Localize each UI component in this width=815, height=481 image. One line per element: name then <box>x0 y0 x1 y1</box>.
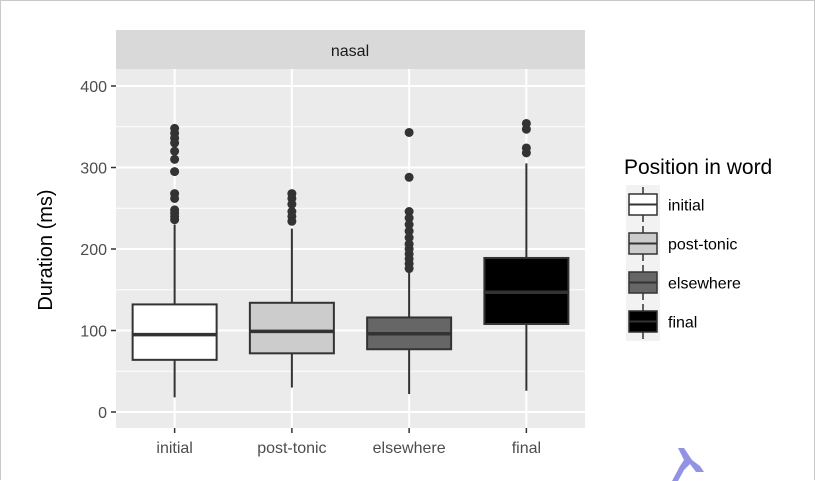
outlier-point <box>404 264 414 274</box>
outlier-point <box>404 127 414 137</box>
x-tick-label: elsewhere <box>373 440 446 457</box>
box-initial <box>131 123 218 398</box>
outlier-point <box>521 124 531 134</box>
outlier-point <box>170 193 180 203</box>
legend: Position in word initial post-tonic elsewh… <box>624 156 772 341</box>
box-series <box>131 118 570 398</box>
legend-item-initial: initial <box>626 185 704 224</box>
y-tick-label: 300 <box>80 161 107 178</box>
facet-strip <box>116 30 585 69</box>
box-post-tonic <box>248 189 335 388</box>
y-axis-title: Duration (ms) <box>35 189 57 310</box>
legend-item-label: post-tonic <box>668 237 737 254</box>
legend-item-post-tonic: post-tonic <box>626 224 737 263</box>
outlier-point <box>170 215 180 225</box>
x-tick-label: final <box>512 440 541 457</box>
outlier-point <box>170 138 180 148</box>
legend-title: Position in word <box>624 156 772 179</box>
outlier-point <box>170 167 180 177</box>
outlier-point <box>521 148 531 158</box>
legend-item-elsewhere: elsewhere <box>626 263 741 302</box>
y-tick-label: 400 <box>80 79 107 96</box>
legend-item-label: final <box>668 315 697 332</box>
outlier-point <box>287 216 297 226</box>
outlier-point <box>404 220 414 230</box>
y-tick-label: 0 <box>98 405 107 422</box>
box-iqr <box>131 303 218 361</box>
x-tick-label: initial <box>156 440 192 457</box>
box-final <box>483 118 570 391</box>
y-axis: 0 100 200 300 400 <box>80 79 116 422</box>
x-tick-label: post-tonic <box>257 440 326 457</box>
outlier-point <box>170 154 180 164</box>
outlier-point <box>404 226 414 236</box>
legend-item-label: elsewhere <box>668 276 741 293</box>
y-tick-label: 200 <box>80 242 107 259</box>
outlier-point <box>404 207 414 217</box>
outlier-point <box>404 213 414 223</box>
outlier-point <box>170 146 180 156</box>
outlier-point <box>287 199 297 209</box>
facet-strip-label: nasal <box>331 43 369 60</box>
watermark-logo <box>672 448 704 481</box>
legend-item-label: initial <box>668 198 704 215</box>
box-elsewhere <box>366 127 453 395</box>
legend-item-final: final <box>626 302 697 341</box>
x-axis: initial post-tonic elsewhere final <box>156 428 541 457</box>
y-tick-label: 100 <box>80 324 107 341</box>
outlier-point <box>404 233 414 243</box>
outlier-point <box>404 172 414 182</box>
legend-items: initial post-tonic elsewhere final <box>626 185 741 341</box>
box-iqr <box>248 301 335 355</box>
